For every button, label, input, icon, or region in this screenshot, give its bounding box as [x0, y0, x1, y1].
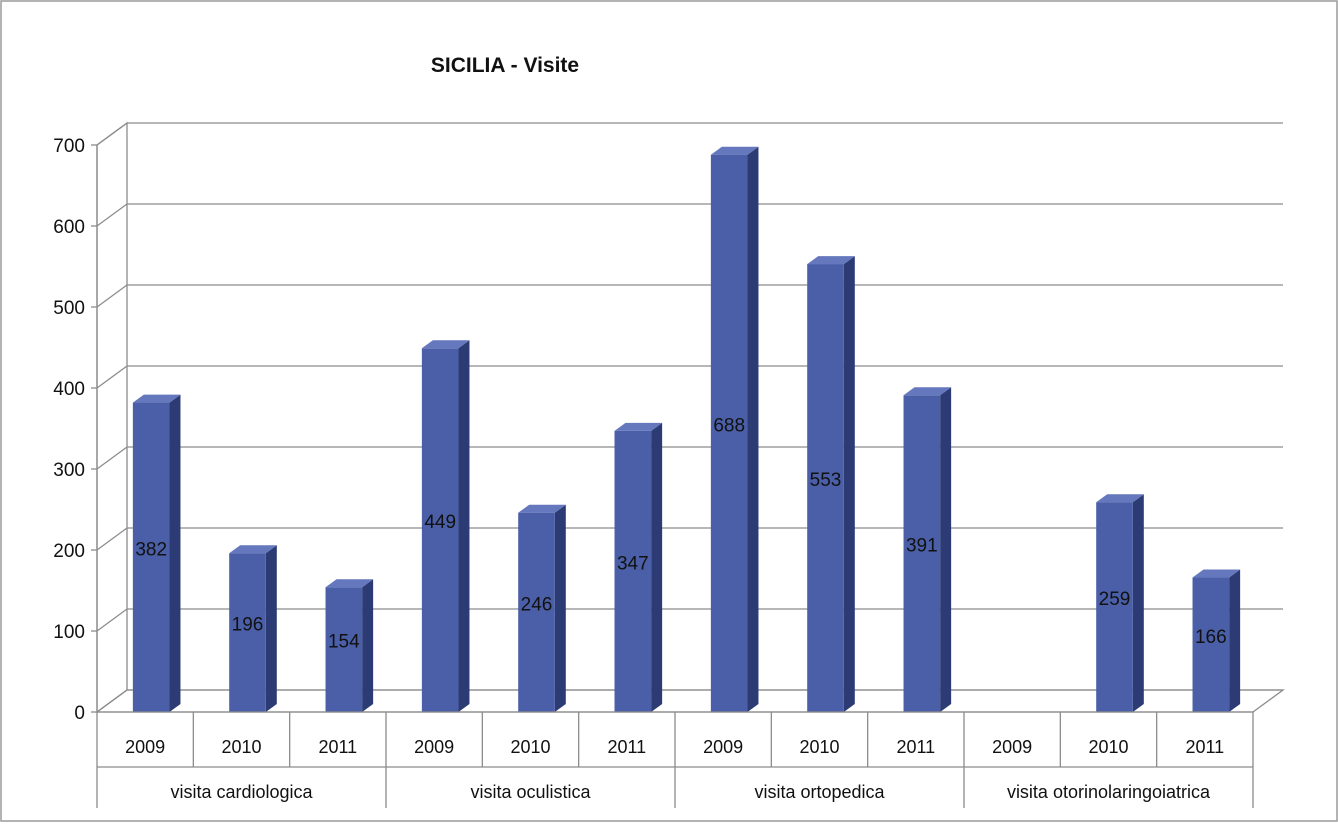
bar-front [1192, 577, 1230, 712]
bar-side [554, 504, 566, 712]
bar [1096, 494, 1144, 712]
x-tick-label: 2010 [510, 737, 550, 757]
bar-front [614, 430, 652, 712]
bar-side [940, 387, 952, 712]
bar-front [1096, 502, 1133, 712]
bar-front [325, 587, 363, 712]
bar [1192, 569, 1241, 712]
x-tick-label: 2011 [1185, 737, 1224, 757]
bar-top [710, 146, 759, 155]
y-tick-label: 400 [53, 379, 85, 400]
data-label: 246 [521, 594, 553, 615]
bar-front [807, 264, 844, 712]
bar-top [518, 504, 566, 513]
gridline [96, 365, 1283, 389]
bar-top [807, 256, 855, 265]
x-tick-label: 2010 [221, 737, 261, 757]
bar [614, 422, 663, 712]
bar-top [132, 394, 181, 403]
side-wall [96, 121, 128, 714]
x-tick-label: 2010 [799, 737, 839, 757]
data-label: 166 [1195, 627, 1227, 648]
bar [903, 387, 952, 712]
x-tick-label: 2009 [992, 737, 1032, 757]
data-label: 688 [713, 415, 745, 436]
bar-front [421, 348, 459, 712]
x-axis: 2009 2010 2011 visita cardiologica 2009 2010 2… [96, 711, 1254, 808]
x-tick-label: 2009 [125, 737, 165, 757]
bar [807, 256, 855, 712]
gridline [96, 122, 1283, 146]
data-label: 382 [135, 539, 167, 560]
bar-top [421, 340, 470, 349]
bar-side [1229, 569, 1241, 712]
bar-top [614, 422, 663, 431]
data-label: 347 [617, 553, 649, 574]
data-label: 259 [1099, 589, 1131, 610]
x-tick-label: 2011 [607, 737, 646, 757]
data-label: 449 [424, 512, 456, 533]
data-label: 553 [810, 470, 842, 491]
bar-top [229, 545, 277, 554]
bar [229, 545, 277, 712]
bar-side [1132, 494, 1144, 712]
x-tick-label: 2009 [414, 737, 454, 757]
data-label: 196 [232, 615, 264, 636]
y-tick-label: 0 [74, 703, 85, 724]
bar [325, 579, 374, 712]
bar-side [169, 394, 181, 712]
gridline [96, 608, 1283, 632]
chart-title: SICILIA - Visite [431, 54, 579, 77]
group-label: visita otorinolaringoiatrica [1007, 782, 1211, 802]
group-label: visita oculistica [470, 782, 591, 802]
bar-side [362, 579, 374, 712]
bar [710, 146, 759, 713]
gridline [96, 446, 1283, 470]
gridline [96, 203, 1283, 227]
data-label: 154 [328, 632, 360, 653]
bar-side [843, 256, 855, 712]
bar-top [1192, 569, 1241, 578]
data-label: 391 [906, 536, 938, 557]
bars: 382 196 154 449 246 347 688 553 391 259 166 [132, 146, 1241, 713]
bar-side [747, 146, 759, 713]
bar [421, 340, 470, 712]
gridlines [95, 121, 1285, 714]
bar-top [903, 387, 952, 396]
group-label: visita ortopedica [754, 782, 885, 802]
bar-top [325, 579, 374, 588]
y-tick-label: 600 [53, 217, 85, 238]
bar-side [651, 422, 663, 712]
y-tick-label: 300 [53, 460, 85, 481]
y-tick-label: 200 [53, 541, 85, 562]
bar-front [132, 402, 170, 712]
y-tick-label: 700 [53, 136, 85, 157]
gridline [96, 689, 1283, 713]
x-tick-label: 2009 [703, 737, 743, 757]
bar-front [710, 154, 748, 713]
x-tick-label: 2010 [1088, 737, 1128, 757]
bar-front [903, 395, 941, 712]
gridline [96, 284, 1283, 308]
group-label: visita cardiologica [170, 782, 313, 802]
bar-front [518, 512, 555, 712]
bar-side [265, 545, 277, 712]
bar-side [458, 340, 470, 712]
y-tick-label: 500 [53, 298, 85, 319]
x-tick-label: 2011 [318, 737, 357, 757]
bar [518, 504, 566, 712]
gridline [96, 527, 1283, 551]
x-tick-label: 2011 [896, 737, 935, 757]
bar [132, 394, 181, 712]
bar-top [1096, 494, 1144, 503]
y-tick-label: 100 [53, 622, 85, 643]
y-axis: 0 100 200 300 400 500 600 700 [53, 136, 98, 724]
bar-front [229, 553, 266, 712]
